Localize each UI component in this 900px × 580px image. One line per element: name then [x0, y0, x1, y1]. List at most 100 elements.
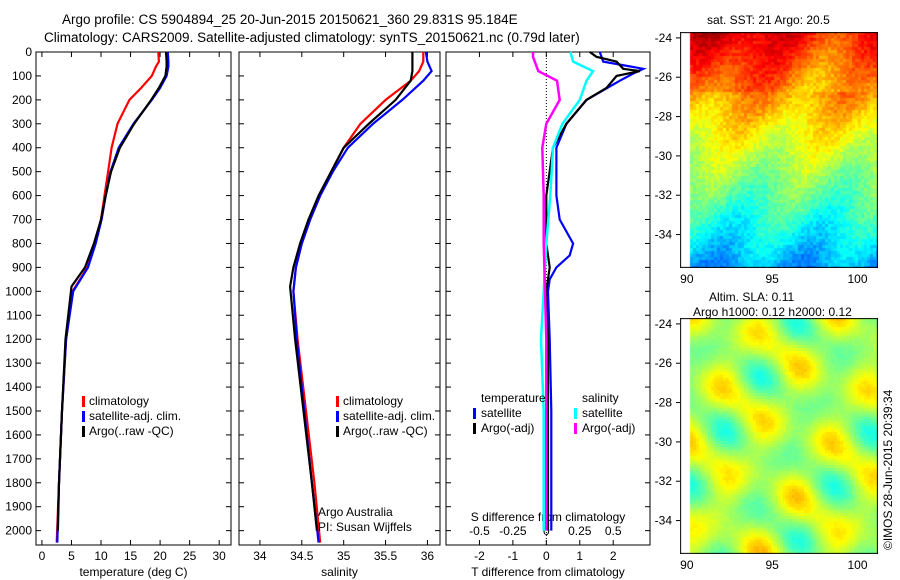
axes-box: [35, 51, 232, 546]
y-tick-label: 500: [12, 165, 32, 179]
legend-swatch: [336, 411, 339, 422]
y-tick-label: 600: [12, 189, 32, 203]
x-axis-label: salinity: [321, 565, 358, 579]
x-tick-label: 35: [337, 549, 351, 563]
x-tick-label: 15: [124, 549, 138, 563]
legend-label: satellite: [481, 406, 522, 420]
figure-title-line1: Argo profile: CS 5904894_25 20-Jun-2015 …: [62, 12, 518, 27]
y-tick-label: 1400: [5, 380, 32, 394]
legend-label: Argo(-adj): [481, 421, 534, 435]
map-y-tick-label: -26: [655, 70, 673, 84]
map-y-tick-label: -34: [655, 514, 673, 528]
y-tick-label: 1900: [5, 500, 32, 514]
legend-swatch: [473, 408, 476, 419]
x-tick-label: 5: [68, 549, 75, 563]
y-tick-label: 1100: [6, 308, 32, 322]
y-tick-label: 1300: [5, 356, 32, 370]
x-tick-label: 35.5: [374, 549, 398, 563]
legend-swatch: [336, 426, 339, 437]
map-y-tick-label: -30: [655, 435, 673, 449]
y-tick-label: 1200: [5, 332, 32, 346]
map-y-tick-label: -28: [655, 396, 673, 410]
s-tick-label: 0.25: [568, 524, 592, 538]
legend-label: Argo(-adj): [582, 421, 635, 435]
map-x-tick-label: 90: [680, 272, 694, 286]
y-tick-label: 0: [25, 45, 32, 59]
sla-map-title-line2: Argo h1000: 0.12 h2000: 0.12: [693, 305, 852, 319]
legend-swatch: [82, 426, 85, 437]
y-tick-label: 300: [12, 117, 32, 131]
map-x-tick-label: 95: [765, 272, 779, 286]
s-tick-label: -0.5: [469, 524, 490, 538]
x-tick-label: 2: [610, 549, 617, 563]
series-line-temperature-argo-adj-: [545, 51, 641, 531]
map-y-tick-label: -32: [655, 188, 673, 202]
sla-map-title-line1: Altim. SLA: 0.11: [709, 290, 794, 304]
profile-panel-2: 34 34.5 35 35.5 36 salinity climatologysatelli…: [238, 51, 441, 579]
legend-swatch: [82, 411, 85, 422]
map-x-tick-label: 90: [680, 558, 694, 572]
figure-title-line2: Climatology: CARS2009. Satellite-adjuste…: [44, 30, 580, 45]
x-tick-label: -1: [508, 549, 519, 563]
sst-map-title: sat. SST: 21 Argo: 20.5: [707, 13, 830, 27]
legend-label: satellite-adj. clim.: [343, 409, 435, 423]
x-tick-label: 34.5: [290, 549, 314, 563]
legend-swatch: [574, 423, 577, 434]
legend-swatch: [82, 396, 85, 407]
legend-label: climatology: [343, 394, 403, 408]
legend-swatch: [574, 408, 577, 419]
profile-panel-3: -2 -1 0 1 2 T difference from climatology -0.5…: [445, 51, 651, 579]
series-line-salinity-satellite: [539, 51, 595, 531]
map-x-tick-label: 100: [848, 558, 868, 572]
x-tick-label: 34: [253, 549, 267, 563]
legend-swatch: [473, 423, 476, 434]
map-y-tick-label: -32: [655, 474, 673, 488]
axes-box: [238, 51, 441, 546]
x-tick-label: 25: [183, 549, 197, 563]
y-tick-label: 1500: [5, 404, 32, 418]
series-line-salinity-argo-adj-: [531, 52, 561, 531]
s-tick-label: -0.25: [499, 524, 527, 538]
map-y-tick-label: -28: [655, 110, 673, 124]
legend-label: satellite-adj. clim.: [89, 409, 181, 423]
series-line-argo-raw-qc-: [288, 52, 414, 531]
y-tick-label: 800: [12, 236, 32, 250]
legend-swatch: [336, 396, 339, 407]
y-tick-label: 1700: [5, 452, 32, 466]
legend-label: satellite: [582, 406, 623, 420]
y-tick-label: 200: [12, 93, 32, 107]
x-tick-label: 0: [39, 549, 46, 563]
annotation-pi: PI: Susan Wijffels: [318, 520, 412, 534]
credit-timestamp: ©IMOS 28-Jun-2015 20:39:34: [881, 389, 895, 550]
s-tick-label: 0: [543, 524, 550, 538]
y-tick-label: 700: [12, 213, 32, 227]
map-y-tick-label: -26: [655, 356, 673, 370]
y-tick-label: 900: [12, 260, 32, 274]
x-tick-label: 30: [213, 549, 227, 563]
x-tick-label: 1: [576, 549, 583, 563]
s-tick-label: 0.5: [605, 524, 622, 538]
legend-title-temperature: temperature: [481, 391, 546, 405]
map-y-tick-label: -24: [655, 31, 673, 45]
series-line-satellite-adj-clim-: [292, 51, 433, 543]
map-x-tick-label: 95: [765, 558, 779, 572]
profile-panel-1: 0100200300400500600700800900100011001200…: [5, 45, 232, 579]
y-tick-label: 1800: [5, 476, 32, 490]
legend-label: climatology: [89, 394, 149, 408]
y-tick-label: 2000: [5, 524, 32, 538]
x-tick-label: 20: [153, 549, 167, 563]
y-tick-label: 1000: [5, 284, 32, 298]
sst-map-image: [680, 32, 878, 268]
series-line-argo-raw-qc-: [56, 51, 168, 531]
x-axis-label: temperature (deg C): [79, 565, 187, 579]
map-y-tick-label: -24: [655, 317, 673, 331]
x-axis-label: T difference from climatology: [471, 565, 625, 579]
x-tick-label: 36: [421, 549, 435, 563]
y-tick-label: 1600: [5, 428, 32, 442]
legend-title-salinity: salinity: [582, 391, 619, 405]
map-y-tick-label: -30: [655, 149, 673, 163]
x-tick-label: -2: [474, 549, 485, 563]
legend-label: Argo(..raw -QC): [343, 424, 428, 438]
